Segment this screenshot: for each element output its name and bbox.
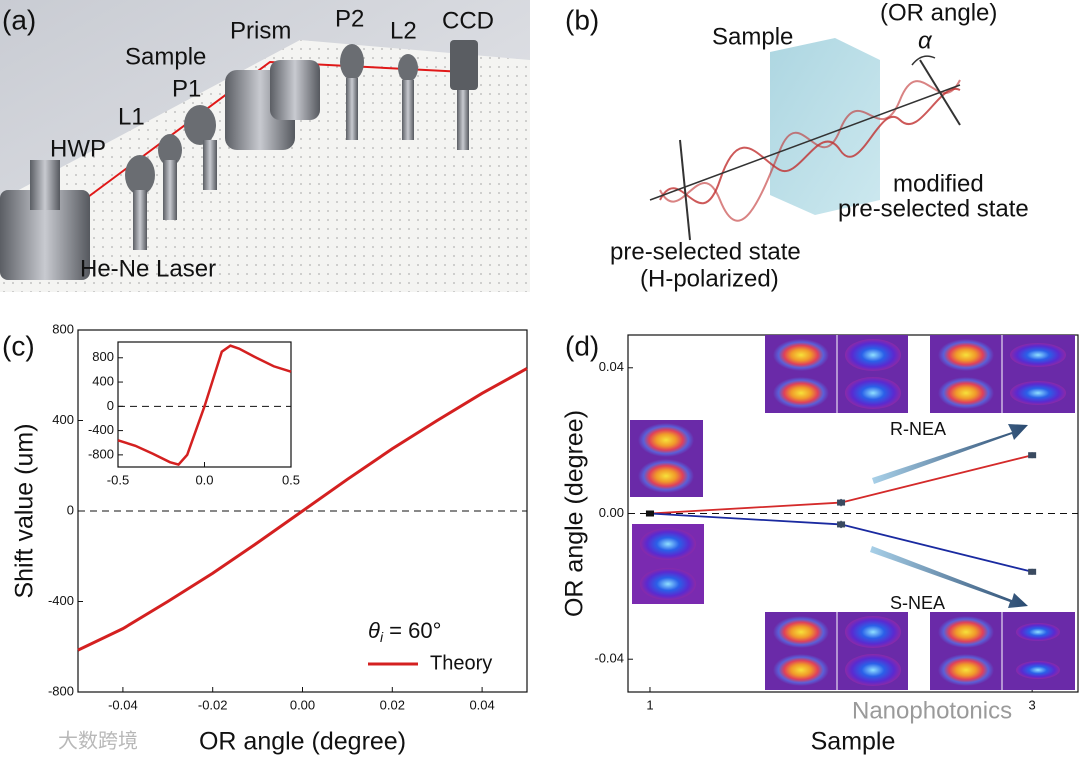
- data-point: [1028, 568, 1037, 575]
- watermark: Nanophotonics: [852, 697, 1012, 724]
- y-tick-label: 0.04: [599, 359, 624, 374]
- setup-label: P2: [335, 5, 364, 32]
- y-tick-label: -400: [48, 593, 74, 608]
- series-label: S-NEA: [890, 593, 945, 613]
- annotation-part: i: [380, 629, 384, 645]
- series-label: R-NEA: [890, 419, 946, 439]
- data-point: [837, 521, 846, 528]
- diagram-label: Sample: [712, 23, 793, 50]
- inset-line: [117, 344, 292, 466]
- annotation-part: = 60°: [383, 618, 441, 643]
- setup-label: He-Ne Laser: [80, 255, 216, 282]
- setup-label: HWP: [50, 135, 106, 162]
- legend-label: Theory: [430, 652, 492, 674]
- panel-label: (b): [565, 4, 599, 35]
- y-tick-label: 400: [92, 373, 114, 388]
- watermark: 大数跨境: [58, 729, 138, 752]
- x-tick-label: 0.04: [469, 697, 494, 712]
- x-tick-label: 0.5: [282, 472, 300, 487]
- y-tick-label: 800: [52, 321, 74, 336]
- diagram-label: (OR angle): [880, 0, 997, 26]
- annotation: θi = 60°: [368, 618, 441, 645]
- y-tick-label: -800: [48, 683, 74, 698]
- setup-label: L2: [390, 17, 417, 44]
- panel-label: (d): [565, 330, 599, 361]
- data-line: [77, 367, 528, 652]
- polarization-diagram: [649, 38, 961, 241]
- setup-label: P1: [172, 75, 201, 102]
- x-axis-label: Sample: [811, 728, 896, 756]
- x-axis-label: OR angle (degree): [199, 728, 406, 756]
- y-tick-label: -400: [88, 422, 114, 437]
- y-axis-label: Shift value (um): [11, 423, 39, 598]
- y-tick-label: 0: [107, 398, 114, 413]
- x-tick-label: -0.5: [107, 472, 129, 487]
- x-tick-label: -0.02: [198, 697, 228, 712]
- x-tick-label: 3: [1029, 697, 1036, 712]
- x-tick-label: -0.04: [108, 697, 138, 712]
- diagram-label: pre-selected state: [838, 195, 1029, 222]
- diagram-label: modified: [893, 170, 984, 197]
- y-tick-label: -800: [88, 446, 114, 461]
- y-axis-label: OR angle (degree): [561, 410, 589, 617]
- x-tick-label: 0.02: [380, 697, 405, 712]
- setup-render: [0, 0, 530, 292]
- y-tick-label: 0: [67, 502, 74, 517]
- x-tick-label: 0.0: [195, 472, 213, 487]
- data-point: [837, 499, 846, 506]
- setup-label: Sample: [125, 43, 206, 70]
- diagram-label: α: [918, 27, 933, 54]
- setup-label: L1: [118, 103, 145, 130]
- data-point: [645, 510, 654, 517]
- y-tick-label: -0.04: [594, 651, 624, 666]
- beam-images: [630, 335, 1075, 690]
- annotation-part: θ: [368, 618, 380, 643]
- x-tick-label: 0.00: [290, 697, 315, 712]
- x-tick-label: 1: [646, 697, 653, 712]
- y-tick-label: 0.00: [599, 505, 624, 520]
- diagram-label: (H-polarized): [640, 265, 779, 292]
- diagram-label: pre-selected state: [610, 238, 801, 265]
- setup-label: Prism: [230, 17, 291, 44]
- panel-label: (a): [2, 4, 36, 35]
- setup-label: CCD: [442, 7, 494, 34]
- panel-label: (c): [2, 330, 35, 361]
- data-point: [1028, 452, 1037, 459]
- y-tick-label: 400: [52, 412, 74, 427]
- y-tick-label: 800: [92, 349, 114, 364]
